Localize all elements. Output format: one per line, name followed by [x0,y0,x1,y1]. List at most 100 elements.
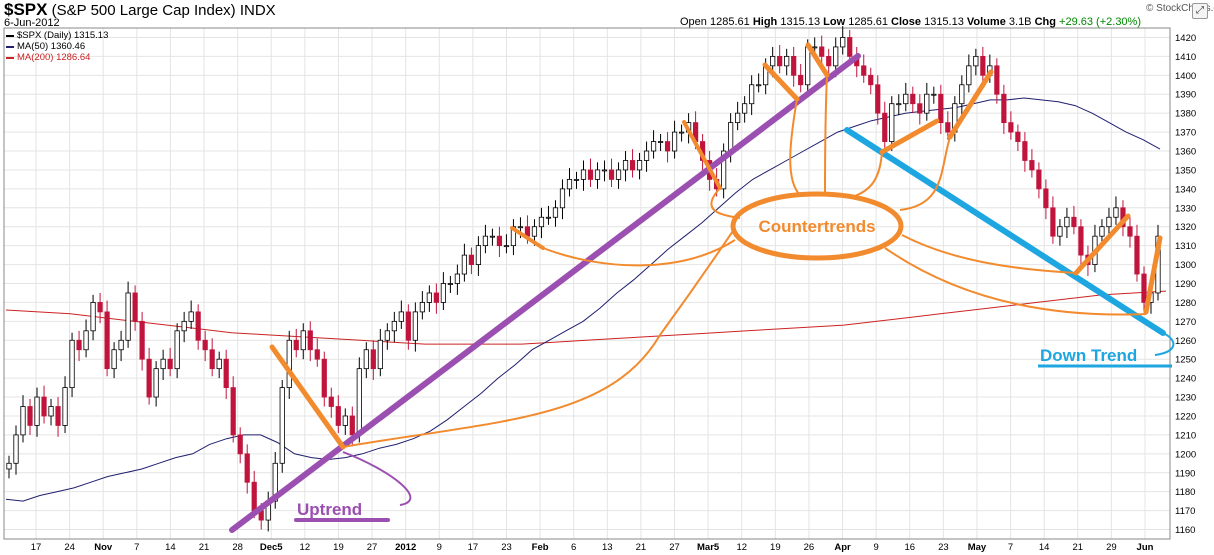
x-tick-label: Nov [94,542,113,553]
candle-body [237,434,243,455]
candle-body [34,396,40,426]
candle-body [468,254,475,265]
x-tick-label: 9 [437,542,442,553]
expand-icon[interactable]: ⤢ [1192,3,1208,19]
candle-body [1050,207,1056,237]
y-axis: 1160 1170 1180 1190 1200 1210 1220 1230 1240 1250… [1175,33,1196,536]
candle-body [594,169,601,180]
candle-body [335,406,341,426]
brand-watermark: © StockCharts.com [1146,3,1214,14]
ma50-line-group [5,97,1161,502]
candle-body [917,103,923,114]
volume-value: 3.1B [1008,16,1032,28]
candle-body [657,141,664,143]
candle-body [615,169,622,180]
candle-body [426,292,432,303]
candle-body [461,254,467,275]
close-label: Close [891,16,922,28]
candle-body [153,368,159,398]
legend-swatch [6,56,14,59]
candle-body [749,84,755,105]
legend-swatch [6,45,14,48]
chg-label: Chg [1034,16,1056,28]
y-tick-label: 1380 [1175,109,1196,120]
legend-label: MA(50) 1360.46 [17,41,86,52]
countertrend-connector [342,227,736,448]
candle-body [349,415,355,436]
candle-body [482,235,489,247]
candle-body [1043,188,1049,209]
candle-body [636,160,643,171]
candle-body [910,93,916,105]
candle-body [377,339,383,370]
countertrend-connector [824,74,828,195]
legend-swatch [6,34,14,37]
countertrend-segment [805,42,830,78]
x-tick-label: 21 [199,542,210,553]
candle-body [777,55,783,67]
y-tick-label: 1240 [1175,374,1196,385]
legend-label: MA(200) 1286.64 [17,52,91,63]
candle-body [973,55,979,67]
candle-body [328,396,334,407]
candle-body [370,349,376,370]
candle-body [566,179,573,190]
ma200-line [5,290,1167,345]
x-tick-label: 29 [1106,542,1117,553]
high-value: 1315.13 [780,16,821,28]
candle-body [83,330,89,351]
candle-body [90,302,96,332]
y-tick-label: 1160 [1175,525,1195,536]
candle-body [559,188,566,209]
chart-title: $SPX (S&P 500 Large Cap Index) INDX [4,0,276,20]
x-tick-label: 16 [904,542,915,553]
candle-body [300,330,306,351]
candle-body [293,339,299,351]
y-tick-label: 1230 [1175,393,1196,404]
countertrend-segment [1143,235,1163,315]
x-tick-label: 12 [300,542,311,553]
x-tick-label: 19 [770,542,781,553]
candle-body [41,396,47,417]
candle-body [882,112,888,142]
candle-body [931,93,937,96]
candle-body [1106,216,1112,228]
candle-body [735,112,741,124]
candle-body [391,320,397,332]
candle-body [1064,216,1070,228]
candle-body [48,406,54,417]
y-tick-label: 1410 [1175,52,1196,63]
x-tick-label: 6 [571,542,576,553]
candle-body [76,339,82,351]
x-tick-label: 28 [232,542,243,553]
candle-body [517,226,524,229]
candle-body [475,245,482,265]
candle-body [20,406,26,436]
countertrend-connector [854,151,883,197]
candle-body [678,131,685,134]
candle-body [1071,216,1077,228]
candle-body [27,406,33,426]
candle-body [503,245,510,248]
candle-body [496,235,503,247]
countertrend-connector [899,136,951,211]
y-tick-label: 1330 [1175,203,1196,214]
candle-body [216,358,222,370]
candle-body [6,462,12,470]
x-tick-label: 26 [804,542,815,553]
countertrend-segment [682,120,722,190]
x-tick-label: Jun [1137,542,1154,553]
candle-body [1022,141,1028,161]
y-tick-label: 1360 [1175,147,1196,158]
candle-body [622,160,629,171]
countertrend-segment [510,226,545,250]
candle-body [125,292,131,341]
downtrend-callout-curve [1154,332,1175,356]
x-tick-label: 27 [367,542,378,553]
countertrend-connector [710,187,741,219]
candle-body [69,339,75,388]
candle-body [356,368,362,436]
y-tick-label: 1350 [1175,165,1196,176]
candle-body [1015,131,1021,142]
chart-legend: $SPX (Daily) 1315.13 MA(50) 1360.46 MA(2… [6,30,108,63]
